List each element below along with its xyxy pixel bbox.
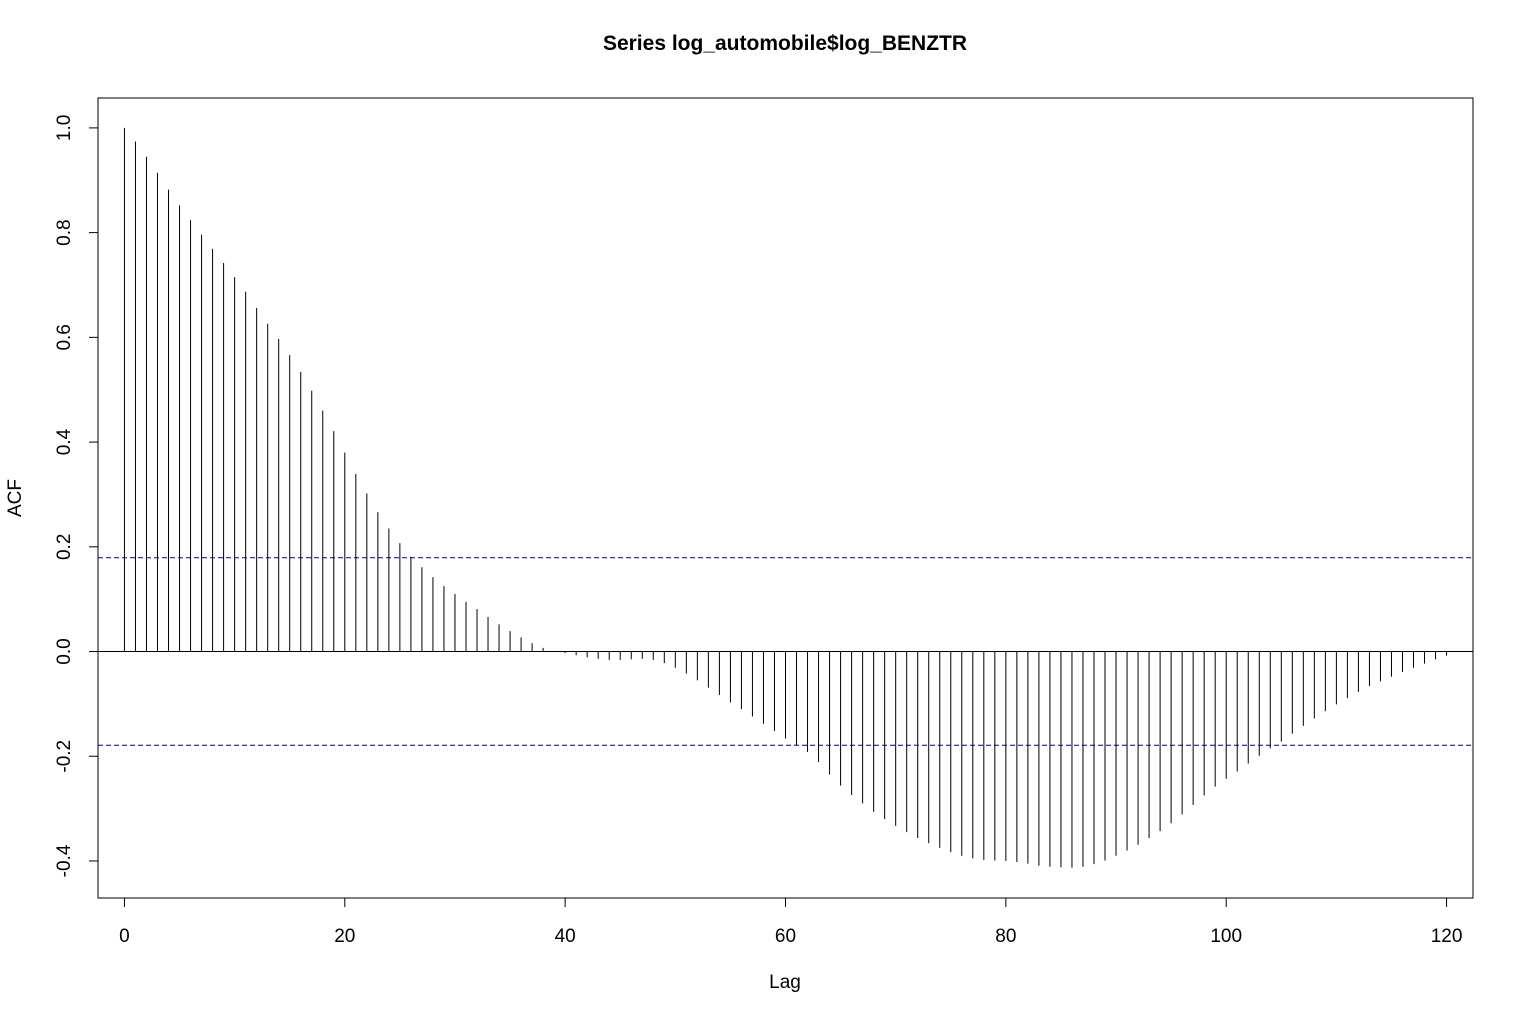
y-tick-label: 0.4 [54,428,75,455]
chart-title: Series log_automobile$log_BENZTR [603,32,967,55]
y-tick-label: 1.0 [54,115,75,141]
x-tick-label: 20 [334,926,355,947]
confidence-bounds [98,557,1473,746]
x-axis: 0 20 40 60 80 100 120 [119,897,1463,947]
plot-frame [97,97,1474,899]
y-tick-label: -0.2 [54,740,75,773]
y-tick-label: 0.0 [54,638,75,664]
x-tick-label: 0 [119,926,130,947]
y-tick-label: 0.2 [54,534,75,560]
y-tick-label: -0.4 [54,844,75,877]
y-axis: -0.4 -0.2 0.0 0.2 0.4 0.6 0.8 1.0 [54,115,99,877]
acf-bars [123,127,1448,868]
x-tick-label: 100 [1210,926,1242,947]
x-tick-label: 40 [555,926,576,947]
y-tick-label: 0.8 [54,219,75,245]
y-tick-label: 0.6 [54,324,75,350]
x-tick-label: 120 [1431,926,1463,947]
x-tick-label: 80 [995,926,1016,947]
x-axis-label: Lag [769,972,801,993]
x-tick-label: 60 [775,926,796,947]
y-axis-label: ACF [5,479,26,517]
